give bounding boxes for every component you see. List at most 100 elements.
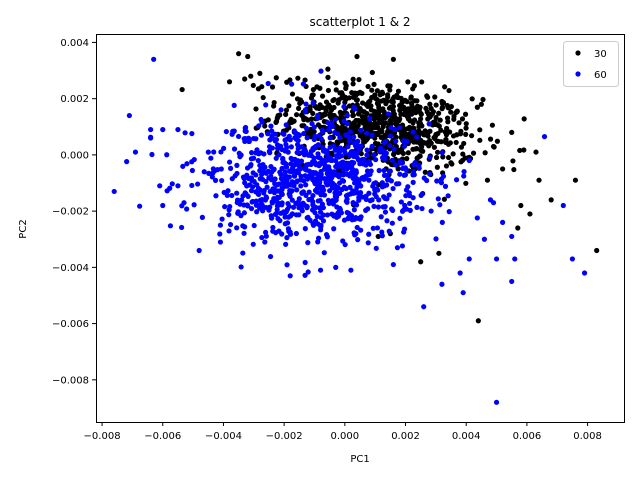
scatter-point-30	[328, 151, 334, 157]
scatter-point-60	[439, 219, 445, 225]
scatter-point-30	[375, 233, 381, 240]
scatter-point-30	[405, 150, 411, 156]
scatter-point-60	[160, 202, 166, 209]
scatter-point-30	[363, 126, 369, 132]
scatter-point-30	[253, 106, 259, 112]
x-tick-label: 0.004	[452, 431, 481, 442]
scatter-point-30	[450, 151, 456, 157]
scatter-point-30	[352, 127, 358, 134]
scatter-point-30	[418, 116, 424, 122]
scatter-point-60	[428, 208, 434, 214]
scatter-point-30	[430, 109, 436, 115]
scatter-point-60	[191, 202, 197, 208]
scatter-point-60	[411, 172, 417, 178]
scatter-point-60	[460, 290, 466, 296]
scatter-point-60	[288, 81, 295, 87]
scatter-point-60	[249, 199, 255, 205]
scatter-point-60	[282, 137, 288, 143]
scatter-point-60	[366, 231, 372, 237]
scatter-point-60	[231, 102, 237, 108]
scatter-point-60	[289, 197, 295, 203]
scatter-point-60	[390, 261, 396, 268]
scatter-point-60	[347, 129, 353, 135]
scatter-point-60	[306, 189, 312, 195]
scatter-point-30	[257, 70, 263, 76]
scatter-point-60	[287, 193, 293, 199]
scatter-point-30	[323, 108, 329, 114]
scatter-point-60	[137, 203, 143, 209]
scatter-point-60	[316, 173, 322, 179]
scatter-point-60	[283, 209, 289, 215]
scatter-point-30	[469, 96, 475, 102]
scatter-point-30	[509, 129, 515, 136]
scatter-point-60	[303, 125, 310, 131]
legend: 30 60	[563, 41, 619, 87]
scatter-point-30	[425, 130, 431, 136]
scatter-point-60	[239, 197, 245, 203]
scatter-point-30	[387, 87, 393, 93]
scatter-point-60	[353, 202, 360, 208]
scatter-point-60	[303, 101, 309, 107]
scatter-point-60	[317, 209, 324, 215]
scatter-point-30	[364, 135, 371, 141]
scatter-point-60	[363, 196, 369, 203]
scatter-point-60	[258, 150, 264, 156]
scatter-point-30	[500, 166, 506, 172]
scatter-point-60	[401, 143, 408, 149]
scatter-point-30	[288, 116, 294, 122]
scatter-point-30	[236, 51, 242, 57]
scatter-point-30	[436, 110, 442, 116]
scatter-point-60	[250, 241, 256, 247]
scatter-point-60	[307, 151, 313, 157]
scatter-point-60	[414, 204, 420, 210]
scatter-point-30	[548, 197, 554, 203]
scatter-point-60	[270, 228, 276, 234]
scatter-point-60	[466, 157, 472, 164]
scatter-point-60	[354, 154, 360, 160]
scatter-point-30	[458, 144, 465, 150]
scatter-point-30	[437, 117, 443, 123]
scatter-point-60	[247, 182, 253, 188]
scatter-point-60	[378, 214, 384, 220]
scatter-point-60	[316, 177, 322, 183]
scatter-point-30	[536, 177, 542, 183]
scatter-point-60	[320, 205, 326, 211]
scatter-point-60	[358, 227, 364, 233]
scatter-point-60	[309, 121, 315, 127]
scatter-point-60	[189, 167, 195, 174]
scatter-point-60	[326, 200, 332, 206]
scatter-point-60	[296, 196, 302, 202]
scatter-point-60	[373, 193, 379, 200]
scatter-point-60	[250, 135, 257, 142]
scatter-point-60	[466, 256, 472, 262]
scatter-point-60	[333, 264, 339, 270]
scatter-point-30	[453, 109, 459, 116]
scatter-point-60	[310, 221, 316, 227]
scatter-point-30	[295, 75, 301, 81]
scatter-point-30	[355, 117, 362, 124]
scatter-point-60	[343, 193, 350, 199]
scatter-point-30	[371, 116, 377, 122]
scatter-point-60	[182, 130, 188, 136]
scatter-point-60	[365, 240, 371, 246]
scatter-point-60	[326, 175, 332, 181]
scatter-point-60	[372, 187, 378, 193]
scatter-point-60	[336, 174, 342, 180]
scatter-point-30	[179, 86, 185, 93]
scatter-point-60	[407, 193, 413, 199]
scatter-point-30	[289, 91, 296, 97]
scatter-point-30	[434, 164, 440, 170]
scatter-point-30	[350, 94, 356, 100]
scatter-point-60	[151, 56, 157, 62]
scatter-point-60	[303, 182, 309, 188]
scatter-point-60	[164, 152, 170, 158]
scatter-point-60	[434, 178, 440, 184]
scatter-point-60	[509, 233, 515, 240]
scatter-point-30	[419, 123, 425, 129]
x-axis-label: PC1	[350, 454, 369, 465]
scatter-point-60	[282, 169, 288, 175]
scatter-point-30	[463, 125, 469, 131]
scatter-point-60	[293, 169, 299, 176]
scatter-point-60	[265, 131, 271, 137]
scatter-point-60	[560, 202, 566, 209]
